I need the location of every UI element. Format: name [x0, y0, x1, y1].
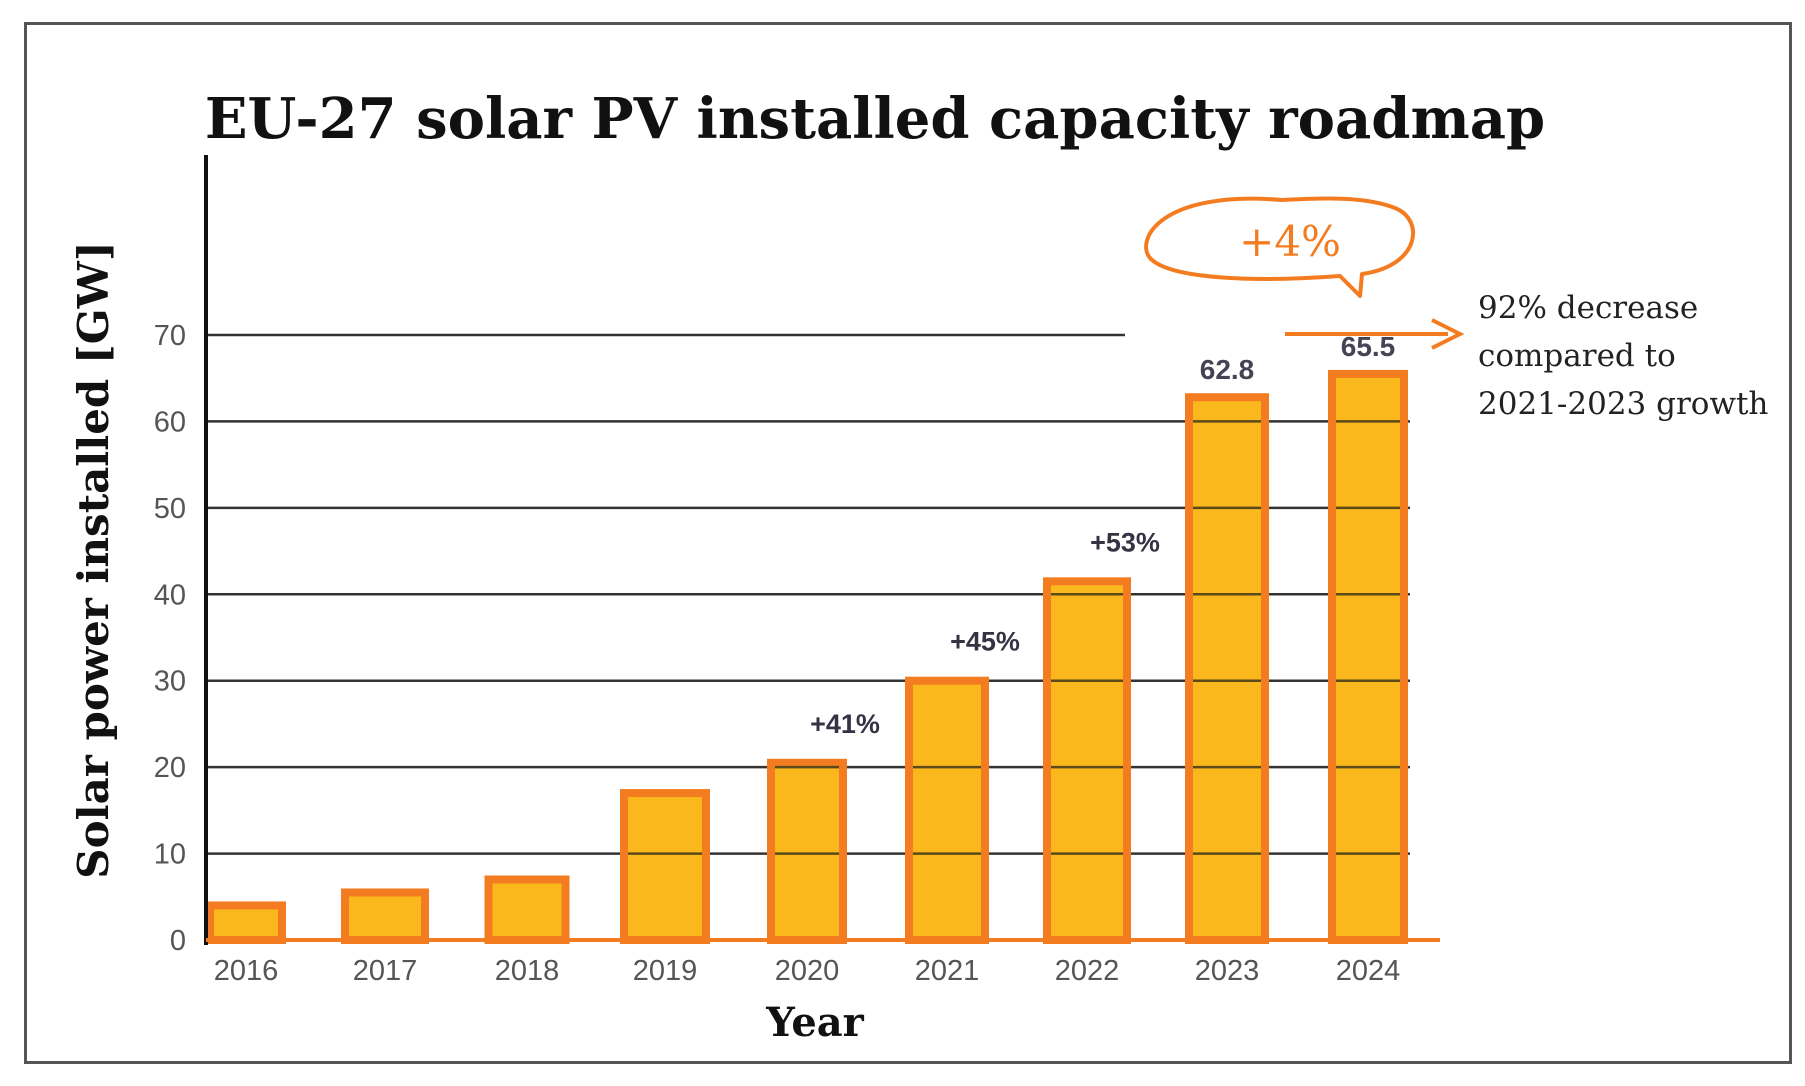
value-label-2024: 65.5: [1341, 331, 1396, 362]
growth-note: 92% decrease compared to 2021-2023 growt…: [1478, 290, 1768, 422]
speech-bubble-icon: [1144, 196, 1415, 298]
growth-label-2022: +53%: [1090, 527, 1160, 557]
y-tick-0: 0: [170, 925, 186, 957]
bar-annotations: +41% +45% +53% 62.8 65.5: [810, 331, 1395, 739]
x-tick-2023: 2023: [1195, 955, 1260, 987]
bar-2018: [484, 875, 570, 944]
x-tick-2021: 2021: [915, 955, 980, 987]
x-tick-2024: 2024: [1336, 955, 1401, 987]
bar-2019: [620, 789, 710, 944]
growth-label-2021: +45%: [950, 627, 1020, 657]
x-tick-2018: 2018: [495, 955, 560, 987]
x-tick-2022: 2022: [1055, 955, 1120, 987]
x-tick-2019: 2019: [633, 955, 698, 987]
bar-2017: [341, 888, 429, 945]
y-tick-10: 10: [154, 839, 186, 871]
x-tick-2016: 2016: [214, 955, 279, 987]
y-tick-50: 50: [154, 493, 186, 525]
x-tick-labels: 2016 2017 2018 2019 2020 2021 2022 2023 2024: [214, 955, 1401, 987]
growth-bubble: +4%: [1144, 196, 1415, 298]
bar-2020: [767, 758, 847, 944]
bubble-label: +4%: [1239, 217, 1341, 266]
x-axis-label: Year: [765, 999, 864, 1046]
bar-2016: [206, 901, 286, 945]
y-tick-70: 70: [154, 320, 186, 352]
y-axis-label: Solar power installed [GW]: [69, 241, 118, 878]
value-label-2023: 62.8: [1200, 354, 1255, 385]
bar-2024: [1328, 369, 1408, 944]
bar-2021: [905, 676, 989, 944]
note-line-3: 2021-2023 growth: [1478, 386, 1768, 422]
arrow-right-icon: [1431, 318, 1465, 350]
y-tick-labels: 0 10 20 30 40 50 60 70: [154, 320, 186, 957]
bar-2023: [1185, 393, 1269, 944]
note-line-1: 92% decrease: [1478, 290, 1698, 326]
y-tick-20: 20: [154, 752, 186, 784]
bars: [206, 369, 1408, 945]
x-tick-2020: 2020: [775, 955, 840, 987]
y-tick-40: 40: [154, 579, 186, 611]
growth-label-2020: +41%: [810, 709, 880, 739]
y-tick-60: 60: [154, 406, 186, 438]
chart-title: EU-27 solar PV installed capacity roadma…: [205, 86, 1545, 152]
bar-2022: [1043, 577, 1131, 944]
decrease-arrow: [1285, 318, 1465, 350]
y-tick-30: 30: [154, 666, 186, 698]
note-line-2: compared to: [1478, 338, 1676, 374]
x-tick-2017: 2017: [353, 955, 418, 987]
